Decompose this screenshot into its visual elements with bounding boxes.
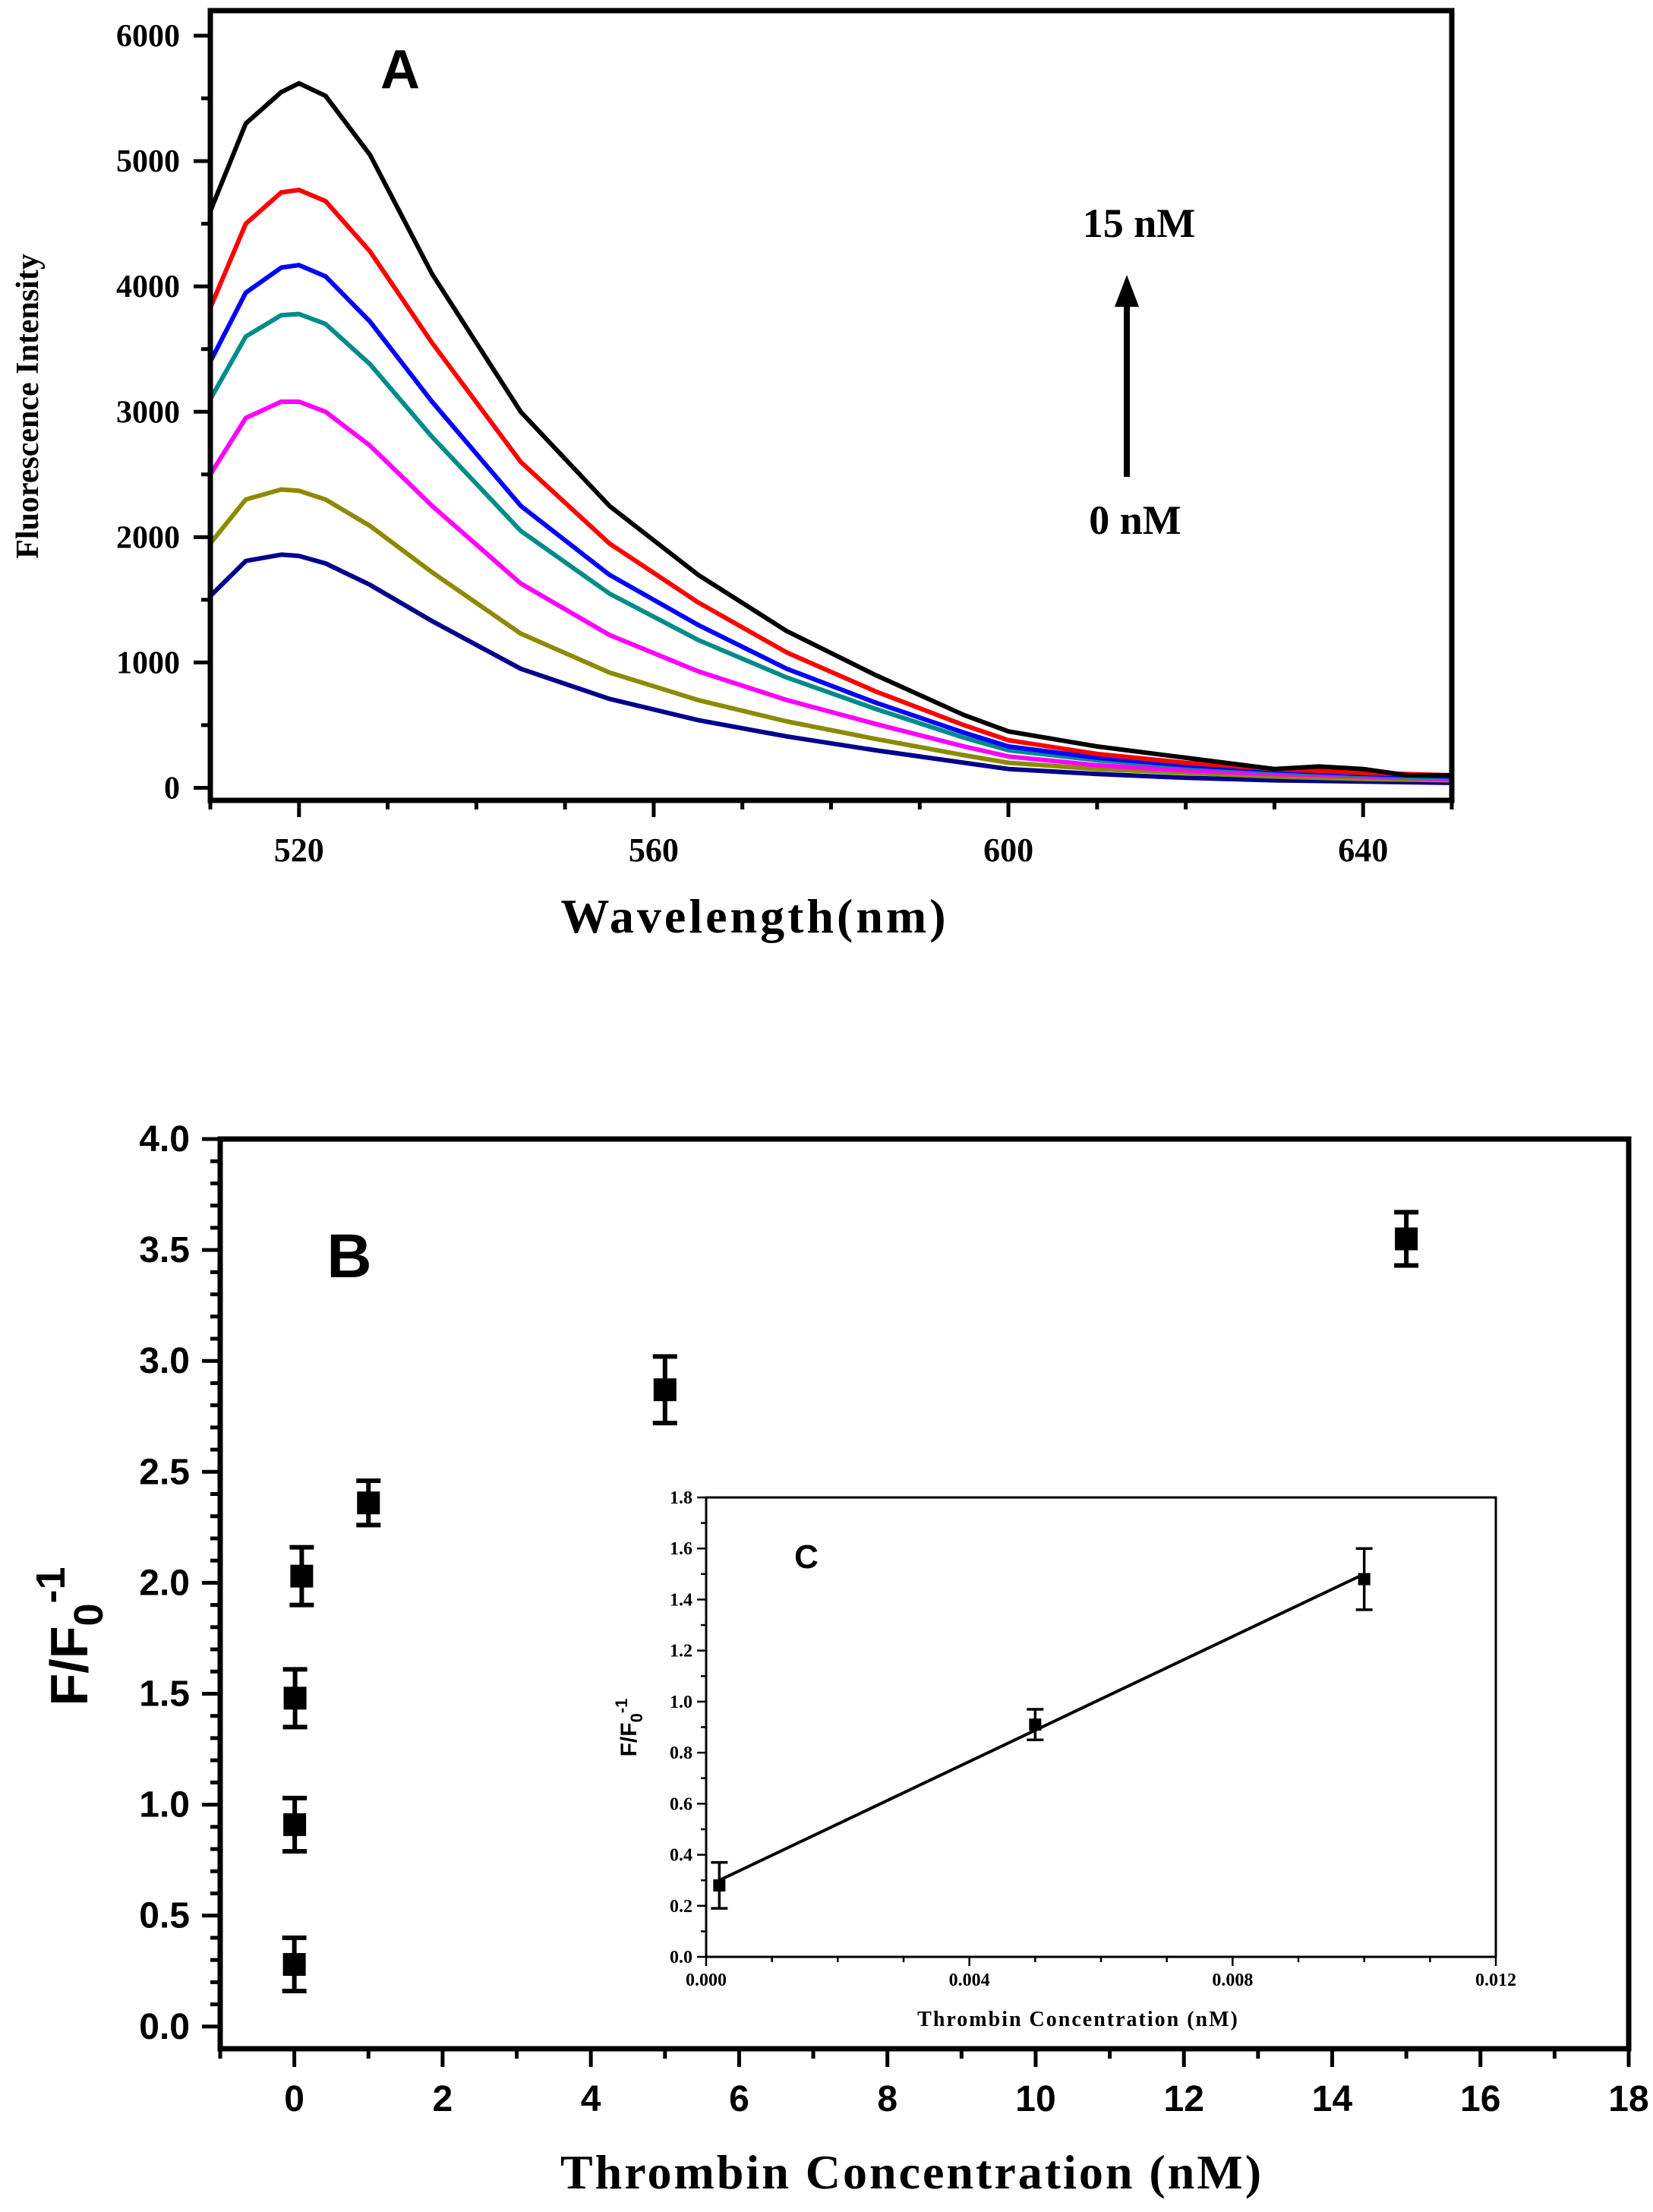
panel-a-y-tick-label: 6000: [116, 19, 180, 54]
panel-c-data-point: [713, 1879, 726, 1892]
panel-a-curves: [208, 80, 1453, 785]
panel-a-annotation-bottom: 0 nM: [1089, 497, 1181, 543]
panel-a-x-tick-label: 560: [629, 831, 679, 869]
panel-b-ticks: 0 2 4 6 8 10 12 14 16 18 0.0 0.5 1.0 1.5 2.0 2.5 3.0 3.5 4…: [139, 1119, 1648, 2119]
panel-b-data-point: [1395, 1227, 1418, 1251]
panel-a-y-tick-label: 5000: [116, 144, 180, 179]
panel-c-y-tick-label: 0.0: [670, 1948, 692, 1967]
panel-c-inset: 0.000 0.004 0.008 0.012 0.0 0.2 0.4 0.6 0.8 1.0 1.…: [612, 1488, 1516, 2031]
panel-b-y-tick-label: 1.5: [139, 1674, 190, 1714]
panel-b-y-tick-label: 2.0: [139, 1563, 190, 1603]
panel-b-y-tick-label: 3.0: [139, 1341, 190, 1381]
panel-c-y-tick-label: 1.8: [670, 1488, 692, 1508]
panel-b-y-axis-label: F/F0-1: [28, 1567, 112, 1706]
panel-c-x-tick-label: 0.012: [1475, 1971, 1516, 1990]
panel-b-y-tick-label: 4.0: [139, 1119, 190, 1160]
panel-b-y-tick-label: 3.5: [139, 1230, 190, 1270]
panel-a-series-line: [208, 487, 1453, 783]
panel-b-y-tick-label: 0.0: [139, 2007, 190, 2047]
panel-c-label: C: [794, 1538, 819, 1576]
panel-a-x-tick-label: 640: [1338, 831, 1388, 869]
panel-c-data-point: [1029, 1718, 1042, 1731]
panel-a-series-line: [208, 80, 1452, 778]
panel-a-arrow-head: [1115, 275, 1139, 307]
panel-c-y-axis-label-group: F/F0-1: [612, 1699, 646, 1757]
panel-b-x-tick-label: 16: [1460, 2079, 1500, 2119]
panel-b-x-tick-label: 18: [1608, 2079, 1648, 2119]
panel-b-data-point: [282, 1952, 306, 1976]
panel-a-series-line: [208, 399, 1453, 781]
panel-a-x-tick-label: 600: [983, 831, 1033, 869]
panel-a-annotation-top: 15 nM: [1083, 200, 1196, 246]
panel-b-x-axis-label: Thrombin Concentration (nM): [560, 2145, 1263, 2199]
panel-a-y-tick-label: 3000: [116, 395, 180, 430]
panel-b-x-tick-label: 8: [877, 2079, 897, 2119]
panel-c-y-tick-label: 0.2: [670, 1897, 692, 1917]
panel-c-x-tick-label: 0.004: [949, 1971, 990, 1990]
panel-b-x-tick-label: 2: [433, 2079, 453, 2119]
panel-c-x-tick-label: 0.000: [686, 1971, 727, 1990]
panel-b-x-tick-label: 4: [581, 2079, 601, 2119]
panel-a-series-line: [208, 552, 1453, 785]
panel-b-data-point: [357, 1491, 380, 1515]
panel-c-points: [711, 1547, 1373, 1910]
panel-a-x-axis-label: Wavelength(nm): [560, 889, 948, 943]
panel-c-data-point: [1358, 1573, 1371, 1586]
panel-b-points: [282, 1210, 1419, 1994]
panel-b-label: B: [326, 1222, 371, 1291]
panel-a-ticks: 520 560 600 640 0 1000 2000 3000 4000 5000 6000: [116, 19, 1454, 869]
panel-b-data-point: [283, 1687, 307, 1710]
panel-a-series-line: [208, 263, 1453, 779]
panel-a-series-line: [208, 188, 1453, 778]
panel-c-fit-line: [718, 1573, 1365, 1882]
panel-a-y-tick-label: 4000: [116, 270, 180, 305]
panel-c-x-tick-label: 0.008: [1212, 1971, 1253, 1990]
panel-c-frame: [705, 1496, 1497, 1958]
panel-b-x-tick-label: 0: [284, 2079, 304, 2119]
panel-b-x-tick-label: 6: [729, 2079, 749, 2119]
panel-c-y-tick-label: 0.8: [670, 1743, 692, 1763]
panel-a-y-tick-label: 1000: [116, 645, 180, 680]
panel-b-data-point: [290, 1564, 314, 1588]
panel-c-y-tick-label: 0.6: [670, 1794, 692, 1814]
panel-b-x-tick-label: 14: [1312, 2079, 1353, 2119]
panel-c-ticks: 0.000 0.004 0.008 0.012 0.0 0.2 0.4 0.6 0.8 1.0 1.…: [670, 1488, 1516, 1990]
panel-b-y-axis-label-group: F/F0-1: [28, 1567, 112, 1706]
panel-b-y-tick-label: 0.5: [139, 1896, 190, 1936]
panel-c-y-tick-label: 1.2: [670, 1642, 692, 1661]
panel-c-fit: [718, 1573, 1365, 1882]
panel-b-x-tick-label: 10: [1015, 2079, 1055, 2119]
panel-c-y-tick-label: 1.6: [670, 1539, 692, 1559]
panel-b: 0 2 4 6 8 10 12 14 16 18 0.0 0.5 1.0 1.5 2.0 2.5 3.0 3.5 4…: [28, 1119, 1649, 2199]
panel-c-y-tick-label: 0.4: [670, 1846, 692, 1866]
panel-c-y-tick-label: 1.0: [670, 1693, 692, 1712]
panel-a-y-tick-label: 0: [164, 771, 180, 806]
panel-a-y-tick-label: 2000: [116, 520, 180, 555]
panel-b-data-point: [653, 1378, 677, 1402]
panel-b-data-point: [283, 1813, 307, 1836]
panel-c-x-axis-label: Thrombin Concentration (nM): [917, 2008, 1239, 2031]
panel-a-label: A: [380, 39, 420, 100]
panel-c-y-tick-label: 1.4: [670, 1590, 692, 1610]
panel-c-y-axis-label: F/F0-1: [612, 1699, 646, 1757]
panel-b-y-tick-label: 2.5: [139, 1452, 190, 1492]
panel-a-x-tick-label: 520: [274, 831, 324, 869]
panel-b-x-tick-label: 12: [1164, 2079, 1204, 2119]
panel-b-y-tick-label: 1.0: [139, 1785, 190, 1825]
panel-a-frame: [207, 8, 1455, 803]
panel-b-frame: [217, 1136, 1632, 2052]
panel-a-y-axis-label: Fluorescence Intensity: [11, 254, 46, 559]
